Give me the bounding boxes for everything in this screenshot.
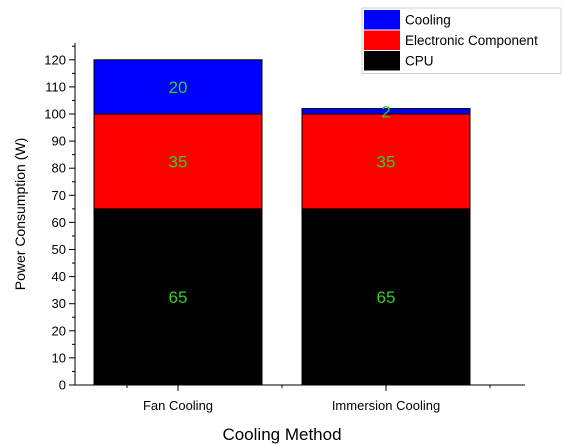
y-tick-label: 50 xyxy=(52,242,66,257)
bar-segment-cooling-1 xyxy=(93,59,263,115)
data-label-cpu-2: 65 xyxy=(377,288,396,307)
x-tick-label-1: Fan Cooling xyxy=(143,398,213,413)
y-tick-label: 40 xyxy=(52,269,66,284)
x-axis-title: Cooling Method xyxy=(222,425,341,444)
legend-label-electronic-component: Electronic Component xyxy=(405,33,538,48)
y-tick-label: 110 xyxy=(45,79,66,94)
bar-segment-electronic-component-2 xyxy=(301,113,471,210)
y-axis-title: Power Consumption (W) xyxy=(12,138,28,291)
data-label-cpu-1: 65 xyxy=(169,288,188,307)
bar-segment-cpu-1 xyxy=(93,208,263,386)
y-tick-label: 60 xyxy=(52,215,66,230)
y-tick-label: 0 xyxy=(59,378,66,393)
data-labels-group: 65 35 20 65 35 2 xyxy=(169,78,396,307)
legend-label-cpu: CPU xyxy=(405,54,434,69)
x-ticks-group: Fan Cooling Immersion Cooling xyxy=(126,385,491,413)
data-label-electronic-component-2: 35 xyxy=(377,152,396,171)
y-tick-label: 90 xyxy=(52,134,66,149)
data-label-cooling-1: 20 xyxy=(169,78,188,97)
y-tick-label: 80 xyxy=(52,161,66,176)
bar-segment-cpu-2 xyxy=(301,208,471,386)
bars-group xyxy=(93,59,471,386)
y-tick-label: 10 xyxy=(52,350,66,365)
x-tick-label-2: Immersion Cooling xyxy=(332,398,440,413)
bar-segment-cooling-2 xyxy=(301,108,471,115)
data-label-cooling-2: 2 xyxy=(381,102,390,121)
y-tick-label: 30 xyxy=(52,296,66,311)
legend-label-cooling: Cooling xyxy=(405,13,451,28)
y-tick-label: 70 xyxy=(52,188,66,203)
y-ticks-group: 0 10 20 30 40 50 60 70 80 90 100 110 120 xyxy=(44,45,75,393)
legend: Cooling Electronic Component CPU xyxy=(361,7,562,74)
data-label-electronic-component-1: 35 xyxy=(169,152,188,171)
legend-swatch-cooling xyxy=(364,10,400,30)
y-tick-label: 120 xyxy=(44,52,66,67)
y-tick-label: 20 xyxy=(52,323,66,338)
legend-swatch-cpu xyxy=(364,51,400,71)
bar-segment-electronic-component-1 xyxy=(93,113,263,210)
legend-swatch-electronic-component xyxy=(364,30,400,50)
y-tick-label: 100 xyxy=(44,107,66,122)
